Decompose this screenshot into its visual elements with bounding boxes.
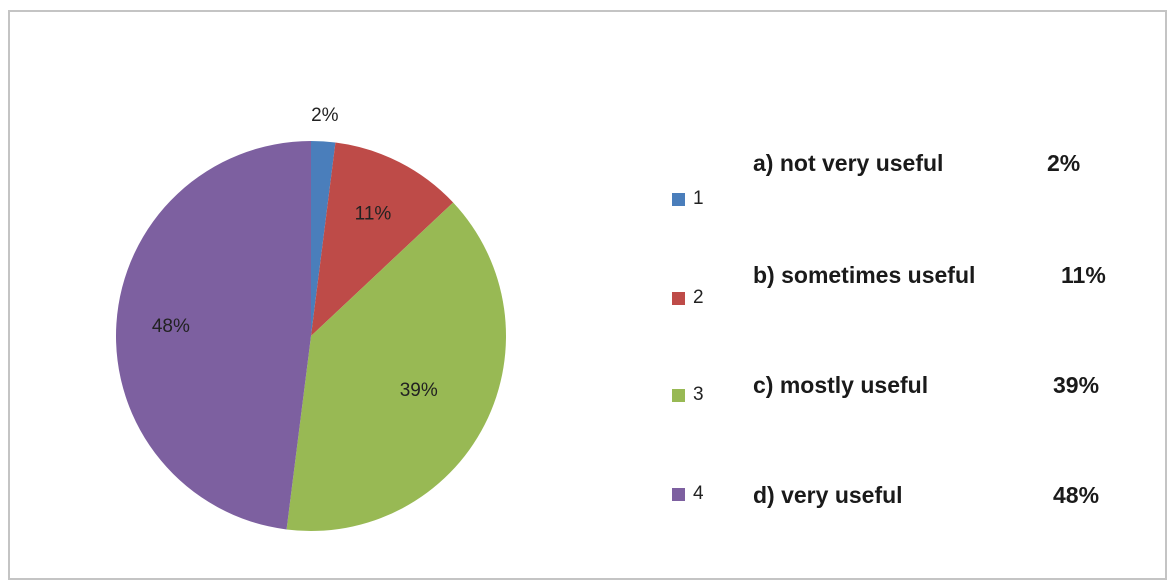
pie-data-label-3: 39% [400, 380, 438, 401]
legend-item-4: 4 [672, 483, 704, 505]
legend-item-1: 1 [672, 188, 704, 210]
pie-data-labels: 2% 11% 39% 48% [152, 105, 438, 401]
legend-item-2: 2 [672, 287, 704, 309]
legend-label-3: 3 [693, 384, 704, 405]
pie-data-label-4: 48% [152, 316, 190, 337]
pie-slice-1 [311, 141, 336, 336]
answer-value-b: 11% [1061, 262, 1106, 288]
legend-label-4: 4 [693, 483, 704, 504]
answer-value-c: 39% [1053, 372, 1100, 398]
pie-slice-3 [286, 202, 507, 532]
pie-data-label-1: 2% [311, 105, 339, 126]
pie-slice-2 [311, 142, 454, 336]
legend-swatch-4 [672, 487, 685, 501]
legend-swatch-2 [672, 291, 685, 305]
pie-slice-4 [116, 141, 312, 530]
legend-item-3: 3 [672, 384, 704, 406]
legend-label-1: 1 [693, 188, 704, 209]
answer-label-a: a) not very useful [753, 150, 944, 176]
answer-label-b: b) sometimes useful [753, 262, 976, 288]
answer-value-a: 2% [1047, 150, 1081, 176]
answer-value-d: 48% [1053, 482, 1100, 508]
legend-swatch-3 [672, 388, 685, 402]
legend-swatch-1 [672, 192, 685, 206]
pie-slices [116, 141, 507, 532]
legend-label-2: 2 [693, 287, 704, 308]
answer-label-c: c) mostly useful [753, 372, 929, 398]
answer-label-d: d) very useful [753, 482, 903, 508]
pie-data-label-2: 11% [355, 203, 392, 224]
